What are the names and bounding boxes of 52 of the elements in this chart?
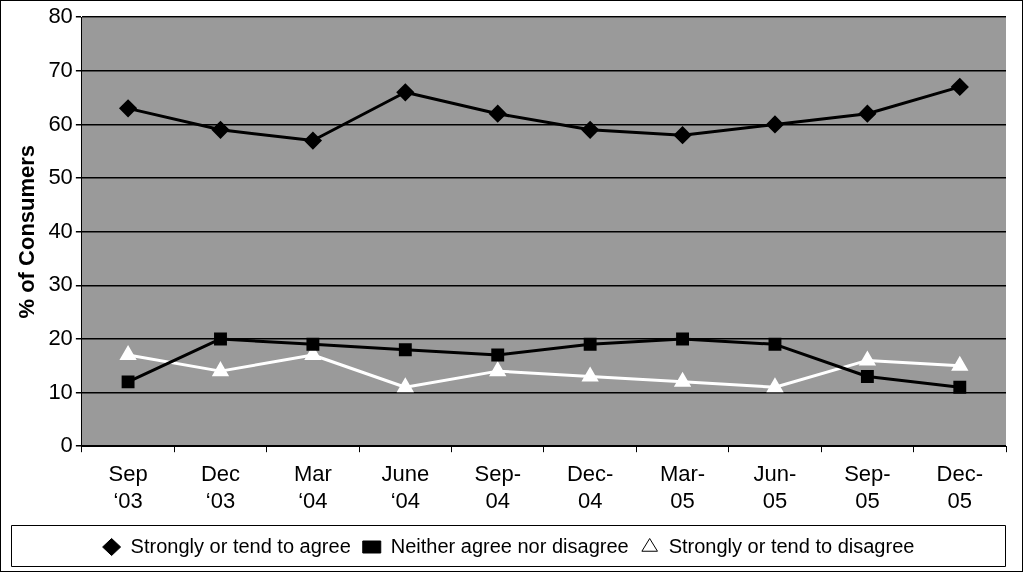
point — [211, 121, 229, 139]
point — [398, 343, 412, 357]
x-tick-label: June ‘04 — [381, 461, 430, 513]
point — [490, 362, 506, 377]
point — [491, 348, 505, 362]
y-tick-label: 70 — [48, 56, 73, 82]
y-axis-title: % of Consumers — [14, 144, 40, 319]
point — [858, 105, 876, 123]
point — [860, 370, 874, 383]
point — [767, 378, 783, 393]
point — [119, 99, 137, 117]
x-tick-label: Sep-05 — [844, 461, 891, 513]
legend-label: Strongly or tend to agree — [130, 534, 351, 557]
x-tick-label: Mar ‘04 — [293, 461, 332, 513]
point — [212, 362, 229, 377]
point — [214, 332, 227, 346]
point — [306, 337, 320, 351]
x-tick-label: Dec-04 — [566, 461, 614, 513]
x-tick-label: Sep-04 — [474, 461, 521, 513]
point — [582, 367, 598, 382]
y-tick-label: 10 — [48, 378, 73, 404]
point — [120, 346, 136, 361]
point — [583, 337, 597, 351]
legend-label: Strongly or tend to disagree — [668, 534, 915, 557]
point — [581, 121, 599, 139]
legend-label: Neither agree nor disagree — [390, 534, 629, 557]
x-tick-label: Mar-05 — [659, 461, 706, 513]
point — [859, 351, 875, 366]
point — [396, 83, 414, 101]
y-tick-label: 40 — [48, 217, 73, 243]
x-tick-label: Dec ‘03 — [200, 461, 241, 513]
y-tick-label: 50 — [48, 164, 73, 190]
point — [766, 115, 784, 133]
x-tick-label: Sep ‘03 — [108, 461, 148, 513]
x-tick-label: Dec-05 — [936, 461, 984, 513]
point — [489, 105, 507, 123]
point — [397, 378, 413, 393]
x-tick-label: Jun-05 — [753, 461, 797, 513]
point — [951, 78, 969, 96]
y-tick-label: 20 — [48, 325, 73, 351]
y-tick-label: 80 — [48, 3, 73, 29]
point — [952, 357, 968, 371]
point — [768, 337, 782, 351]
y-tick-label: 60 — [48, 110, 73, 136]
point — [953, 380, 967, 394]
y-tick-label: 30 — [48, 271, 73, 297]
point — [674, 126, 692, 144]
point — [121, 375, 135, 389]
point — [676, 332, 689, 346]
y-tick-label: 0 — [60, 432, 73, 458]
point — [674, 373, 691, 387]
point — [304, 132, 322, 150]
